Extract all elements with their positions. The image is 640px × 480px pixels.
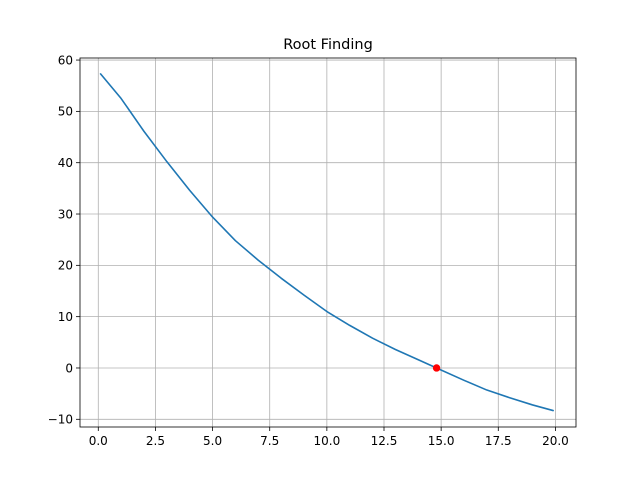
x-tick-label: 12.5 (371, 434, 398, 448)
chart-title: Root Finding (283, 37, 373, 53)
x-tick-label: 0.0 (89, 434, 108, 448)
series-layer (99, 73, 554, 412)
x-tick-label: 17.5 (485, 434, 512, 448)
y-tick-label: −10 (48, 413, 73, 427)
grid-layer (80, 58, 576, 427)
y-tick-label: 30 (58, 207, 73, 221)
x-tick-label: 7.5 (260, 434, 279, 448)
y-axis-ticks: −10 0 10 20 30 40 50 60 (48, 53, 80, 427)
y-tick-label: 50 (58, 105, 73, 119)
y-tick-label: 10 (58, 310, 73, 324)
x-tick-label: 5.0 (203, 434, 222, 448)
x-tick-label: 2.5 (146, 434, 165, 448)
y-tick-label: 20 (58, 259, 73, 273)
series-line-0 (99, 73, 554, 412)
x-tick-label: 15.0 (428, 434, 455, 448)
y-tick-label: 60 (58, 53, 73, 67)
y-tick-label: 40 (58, 156, 73, 170)
x-axis-ticks: 0.0 2.5 5.0 7.5 10.0 12.5 15.0 17.5 20.0 (89, 427, 569, 448)
marker-layer (432, 364, 441, 372)
root-marker (432, 364, 441, 372)
x-tick-label: 10.0 (313, 434, 340, 448)
y-tick-label: 0 (65, 361, 73, 375)
x-tick-label: 20.0 (542, 434, 569, 448)
plot-frame (79, 57, 577, 428)
